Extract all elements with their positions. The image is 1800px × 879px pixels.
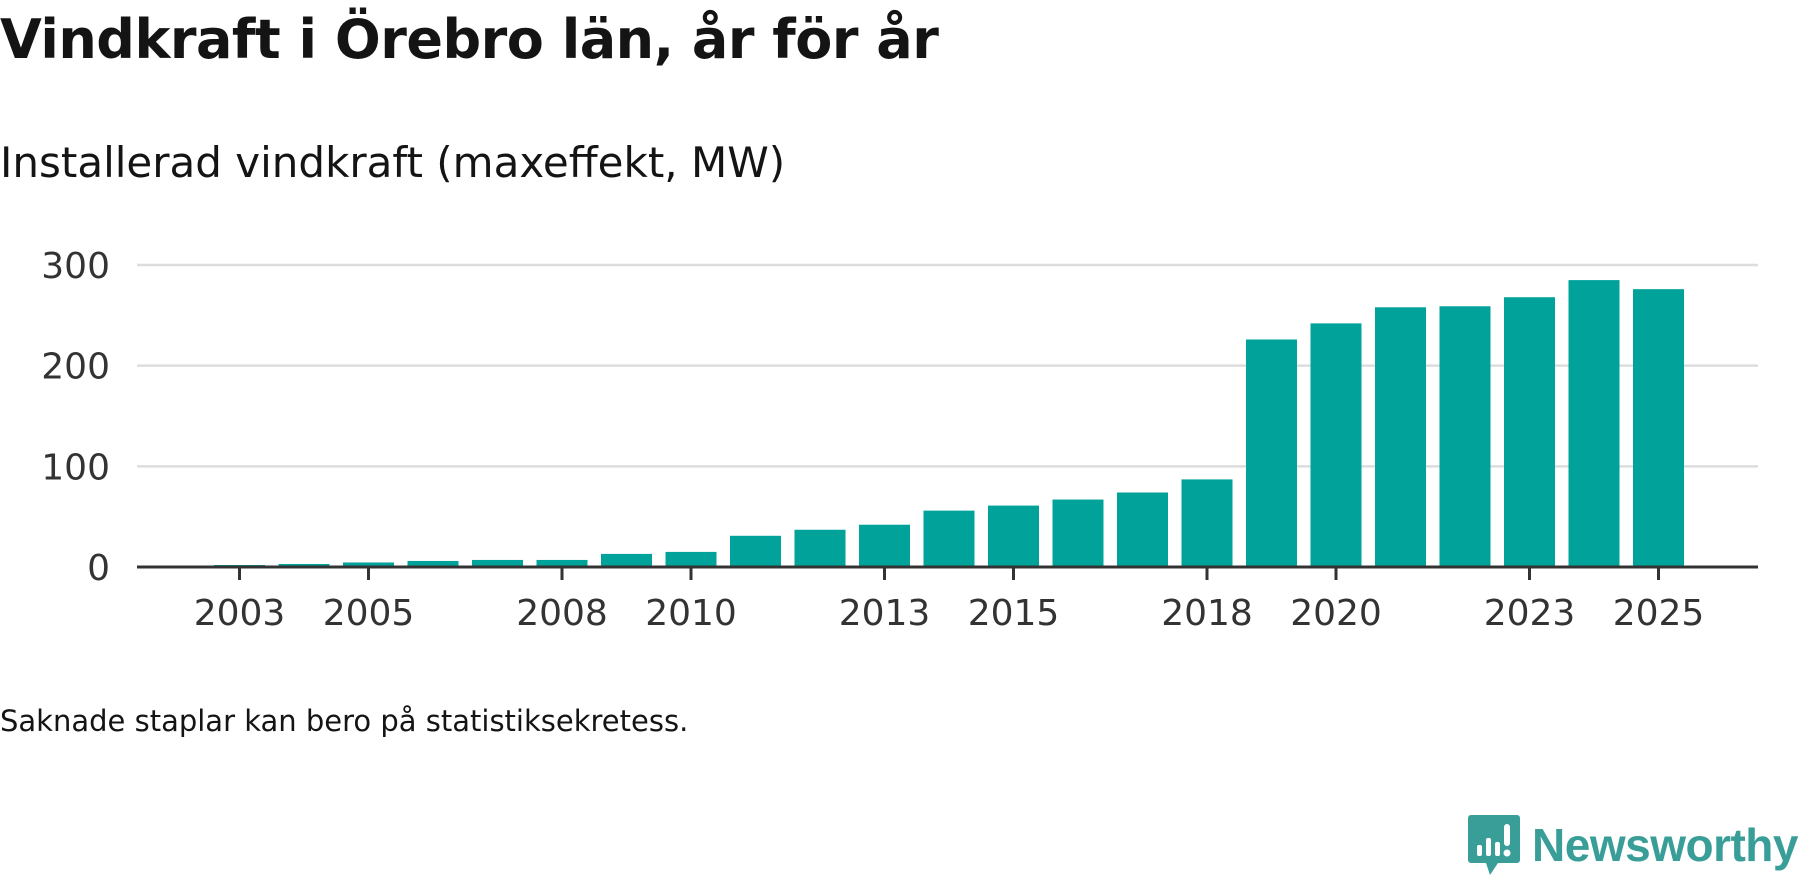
x-tick-label: 2020 (1290, 593, 1382, 634)
bar-2012 (794, 529, 846, 567)
x-tick-label: 2015 (968, 593, 1060, 634)
x-tick-label: 2023 (1484, 593, 1576, 634)
x-tick-label: 2013 (839, 593, 931, 634)
newsworthy-logo[interactable]: Newsworthy (1468, 815, 1798, 875)
bar-2011 (730, 535, 781, 567)
x-tick-label: 2005 (323, 593, 415, 634)
newsworthy-logo-icon (1468, 815, 1521, 875)
bar-2025 (1633, 289, 1684, 567)
bar-2015 (988, 505, 1039, 567)
chart-title: Vindkraft i Örebro län, år för år (0, 8, 939, 71)
x-tick-label: 2018 (1161, 593, 1253, 634)
bar-2017 (1117, 492, 1168, 567)
x-axis-ticks: 2003 2005 2008 2010 2013 2015 2018 2020 2023 2025 (194, 567, 1705, 634)
y-tick-label: 0 (87, 548, 110, 589)
y-tick-label: 200 (41, 347, 110, 388)
bar-2023 (1504, 297, 1555, 567)
y-axis-ticks: 0 100 200 300 (41, 246, 110, 589)
newsworthy-logo-text: Newsworthy (1532, 819, 1798, 871)
bar-2019 (1246, 339, 1297, 567)
bar-2024 (1568, 280, 1620, 567)
bar-2005 (343, 562, 394, 567)
bar-2013 (859, 524, 910, 567)
bar-2022 (1439, 306, 1491, 567)
chart-subtitle: Installerad vindkraft (maxeffekt, MW) (0, 138, 786, 187)
bars (214, 280, 1684, 567)
bar-2004 (278, 563, 330, 567)
footnote: Saknade staplar kan bero på statistiksek… (0, 704, 689, 738)
x-tick-label: 2008 (516, 593, 608, 634)
bar-2021 (1375, 307, 1426, 567)
x-tick-label: 2003 (194, 593, 286, 634)
bar-2009 (601, 553, 652, 567)
bar-2018 (1181, 479, 1233, 567)
y-tick-label: 300 (41, 246, 110, 287)
bar-2010 (665, 551, 717, 567)
bar-2014 (923, 510, 975, 567)
y-tick-label: 100 (41, 447, 110, 488)
bar-2007 (472, 559, 523, 567)
x-tick-label: 2010 (645, 593, 737, 634)
bar-2016 (1052, 499, 1104, 567)
bar-2020 (1310, 323, 1362, 567)
bar-2006 (407, 560, 459, 567)
x-tick-label: 2025 (1613, 593, 1705, 634)
bar-2008 (536, 559, 588, 567)
